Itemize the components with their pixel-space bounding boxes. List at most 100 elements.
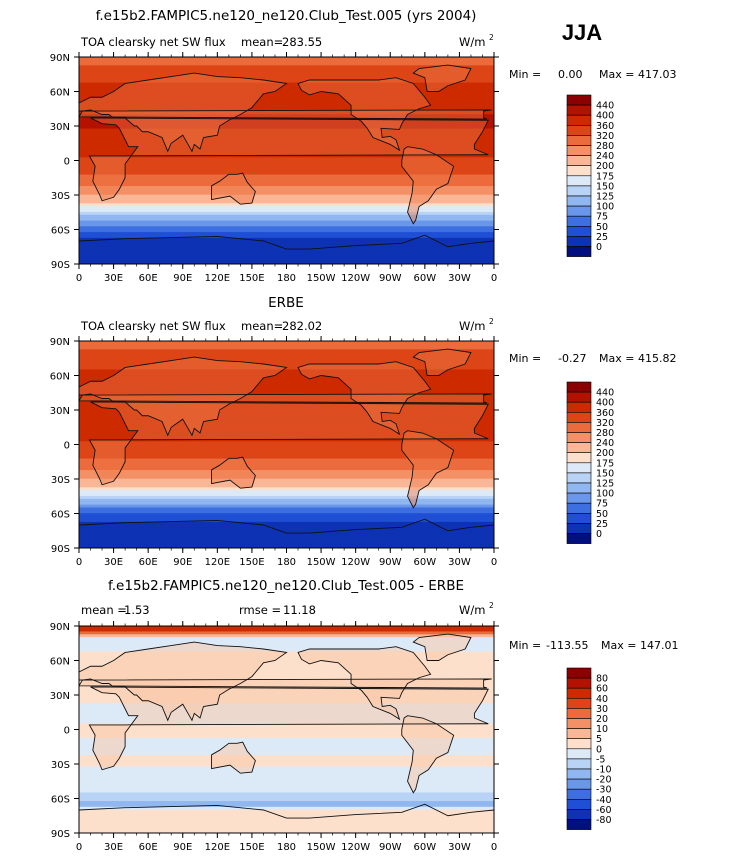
coastline-greenland [412, 633, 472, 661]
zonal-band [79, 726, 494, 730]
land-tint-greenland [413, 349, 471, 376]
x-tick-label: 90E [173, 557, 192, 568]
colorbar-label: 400 [596, 111, 614, 122]
zonal-band [79, 395, 494, 399]
colorbar-label: 0 [596, 242, 602, 253]
variable-label: TOA clearsky net SW flux [80, 35, 226, 49]
units-label: W/m [459, 603, 485, 617]
x-tick-label: 60E [139, 842, 158, 853]
land-tint-samerica [401, 715, 454, 793]
colorbar-label: -10 [596, 765, 612, 776]
zonal-band [79, 510, 494, 514]
zonal-band [79, 490, 494, 494]
zonal-band [79, 366, 494, 371]
zonal-band [79, 125, 494, 130]
zonal-band [79, 634, 494, 638]
zonal-band [79, 421, 494, 425]
y-tick-label: 60N [50, 88, 70, 99]
zonal-band [79, 829, 494, 833]
zonal-band [79, 131, 494, 135]
max-value: 147.01 [640, 639, 679, 652]
land-tint-samerica [401, 430, 454, 508]
zonal-band [79, 812, 494, 817]
zonal-band [79, 180, 494, 184]
panel-title: f.e15b2.FAMPIC5.ne120_ne120.Club_Test.00… [96, 8, 477, 24]
y-tick-label: 30N [50, 691, 70, 702]
x-tick-label: 150W [307, 557, 336, 568]
zonal-band [79, 114, 494, 118]
colorbar-swatch [566, 165, 592, 177]
x-tick-label: 30E [104, 273, 123, 284]
coastline-australia [211, 172, 256, 205]
colorbar-label: 50 [596, 222, 608, 233]
x-tick-label: 90E [173, 273, 192, 284]
y-tick-label: 90N [50, 53, 70, 64]
zonal-band [79, 795, 494, 799]
colorbar-label: 60 [596, 684, 608, 695]
x-tick-label: 60W [414, 273, 437, 284]
zonal-band [79, 455, 494, 460]
colorbar-label: 200 [596, 448, 614, 459]
zonal-band [79, 369, 494, 373]
zonal-band [79, 94, 494, 98]
zonal-band [79, 168, 494, 173]
coastline-africa [88, 117, 489, 202]
zonal-band [79, 257, 494, 262]
zonal-band [79, 380, 494, 385]
zonal-band [79, 252, 494, 256]
y-tick-label: 30N [50, 406, 70, 417]
coastline-iberia [79, 393, 492, 404]
zonal-band [79, 637, 494, 641]
x-tick-label: 0 [491, 842, 497, 853]
colorbar-swatch [566, 788, 592, 800]
colorbar-swatch [566, 482, 592, 494]
zonal-band [79, 349, 494, 353]
units-label: W/m [459, 319, 485, 333]
min-label: Min = [509, 352, 541, 365]
zonal-band [79, 59, 494, 64]
panel-title: f.e15b2.FAMPIC5.ne120_ne120.Club_Test.00… [108, 578, 464, 594]
x-tick-label: 90W [379, 842, 402, 853]
zonal-band [79, 504, 494, 509]
zonal-band [79, 645, 494, 650]
zonal-band [79, 444, 494, 448]
zonal-band [79, 524, 494, 529]
colorbar-label: 20 [596, 714, 608, 725]
zonal-band [79, 191, 494, 196]
min-label: Min = [509, 639, 541, 652]
units-exponent: 2 [489, 601, 494, 610]
coastline-samerica [401, 430, 455, 509]
coastline-iberia [79, 678, 492, 689]
zonal-band [79, 415, 494, 419]
colorbar-swatch [566, 195, 592, 207]
coastline-antarctica [79, 518, 494, 548]
colorbar-label: 400 [596, 398, 614, 409]
contour-field [79, 57, 494, 264]
zonal-band [79, 234, 494, 239]
x-tick-label: 0 [491, 557, 497, 568]
colorbar-swatch [566, 677, 592, 689]
coastline-namerica [297, 77, 432, 152]
zonal-band [79, 544, 494, 548]
mean-label: mean = [81, 603, 127, 617]
y-tick-label: 0 [64, 726, 70, 737]
colorbar-swatch [566, 442, 592, 454]
zonal-band [79, 663, 494, 667]
zonal-band [79, 803, 494, 808]
zonal-band [79, 223, 494, 227]
zonal-band [79, 243, 494, 248]
zonal-band [79, 757, 494, 762]
mean-label: mean= [241, 35, 283, 49]
zonal-band [79, 737, 494, 742]
zonal-band [79, 424, 494, 428]
zonal-band [79, 99, 494, 104]
x-tick-label: 120E [205, 842, 230, 853]
rmse-label: rmse = [239, 603, 281, 617]
y-tick-label: 60S [51, 510, 70, 521]
zonal-band [79, 789, 494, 794]
zonal-band [79, 119, 494, 124]
max-label: Max = [601, 639, 636, 652]
colorbar-label: -40 [596, 795, 612, 806]
